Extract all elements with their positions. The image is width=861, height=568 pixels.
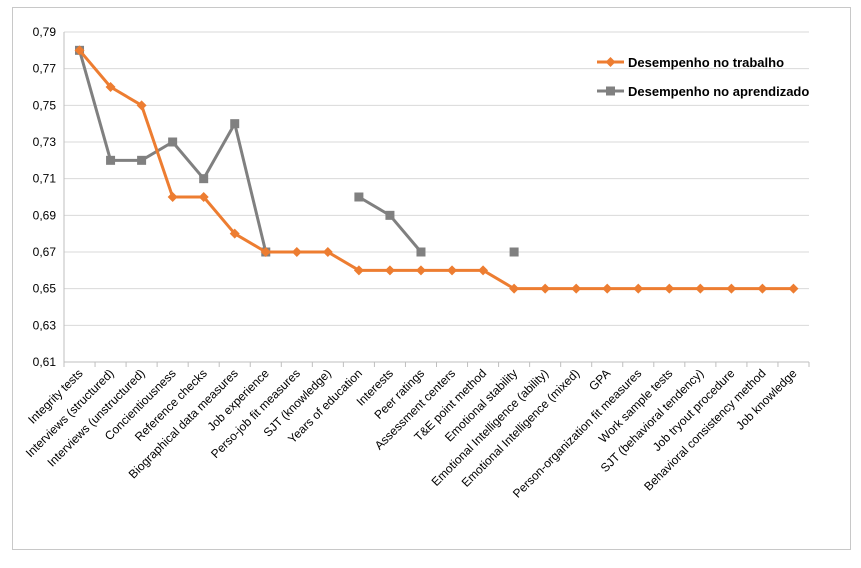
- y-tick-label: 0,61: [33, 355, 57, 369]
- y-axis-tick-labels: 0,61 0,63 0,65 0,67 0,69 0,71 0,73 0,75 0,77 0,79: [33, 25, 57, 369]
- data-point: [633, 283, 644, 294]
- data-point: [447, 265, 458, 276]
- legend-label: Desempenho no trabalho: [628, 55, 784, 70]
- data-point: [136, 100, 147, 111]
- data-point: [167, 192, 178, 202]
- data-point: [322, 247, 333, 257]
- legend-marker: [606, 86, 615, 96]
- chart-frame: [12, 7, 851, 550]
- series-desempenho-aprendizado: [75, 45, 519, 257]
- data-point: [384, 265, 395, 276]
- legend-entry: Desempenho no aprendizado: [597, 84, 809, 99]
- data-point: [415, 265, 426, 276]
- axes: [63, 32, 810, 367]
- data-point: [198, 192, 209, 202]
- data-point: [602, 283, 613, 294]
- data-point: [664, 283, 675, 294]
- data-point: [354, 192, 364, 202]
- legend-label: Desempenho no aprendizado: [628, 84, 809, 99]
- series: [74, 45, 799, 294]
- data-point: [509, 283, 520, 294]
- data-point: [229, 228, 240, 239]
- data-point: [199, 174, 209, 184]
- y-tick-label: 0,63: [33, 318, 57, 332]
- data-point: [137, 155, 147, 165]
- x-tick-label: GPA: [586, 366, 613, 393]
- data-point: [571, 283, 582, 294]
- data-point: [695, 283, 706, 294]
- legend-marker: [605, 57, 616, 67]
- data-point: [291, 247, 302, 257]
- data-point: [230, 119, 240, 129]
- y-tick-label: 0,69: [33, 208, 57, 222]
- data-point: [416, 247, 426, 257]
- data-point: [105, 82, 116, 92]
- y-tick-label: 0,77: [33, 62, 57, 76]
- y-tick-label: 0,75: [33, 98, 57, 112]
- legend: Desempenho no trabalho Desempenho no apre…: [597, 55, 809, 99]
- data-point: [478, 265, 489, 276]
- legend-entry: Desempenho no trabalho: [597, 55, 784, 70]
- series-desempenho-trabalho: [74, 45, 799, 294]
- data-point: [106, 155, 116, 165]
- data-point: [168, 137, 178, 147]
- y-tick-label: 0,65: [33, 282, 57, 296]
- data-point: [726, 283, 737, 294]
- data-point: [74, 45, 85, 56]
- data-point: [260, 247, 271, 257]
- y-tick-label: 0,67: [33, 245, 57, 259]
- series-line: [78, 49, 794, 291]
- data-point: [788, 283, 799, 294]
- series-line: [358, 195, 423, 253]
- y-tick-label: 0,71: [33, 172, 57, 186]
- data-point: [385, 210, 395, 220]
- series-line: [78, 49, 268, 253]
- data-point: [757, 283, 768, 294]
- data-point: [509, 247, 519, 257]
- data-point: [353, 265, 364, 276]
- y-tick-label: 0,79: [33, 25, 57, 39]
- y-tick-label: 0,73: [33, 135, 57, 149]
- data-point: [540, 283, 551, 294]
